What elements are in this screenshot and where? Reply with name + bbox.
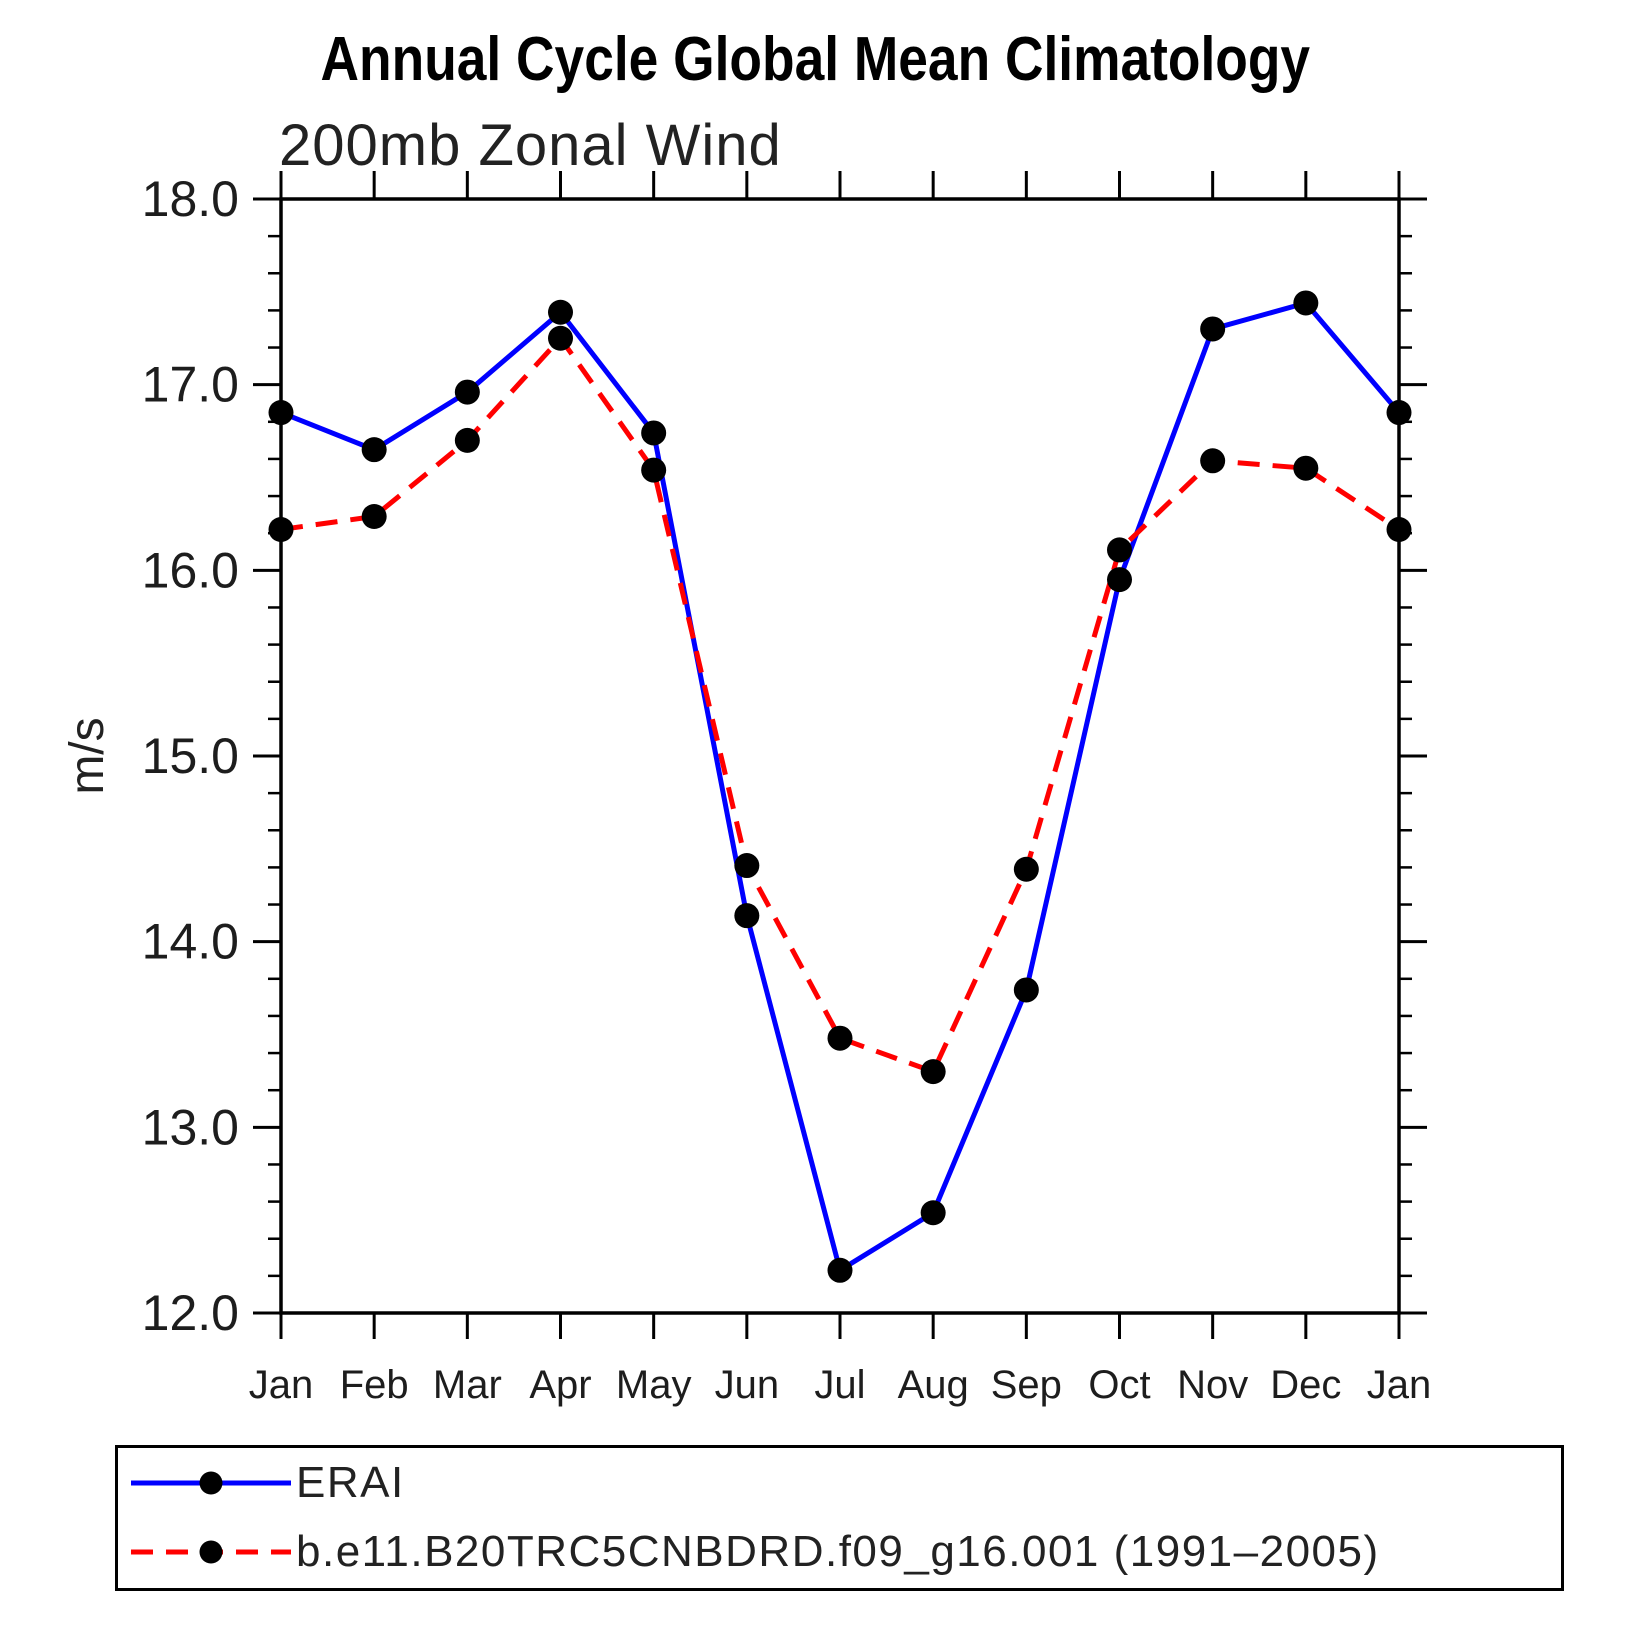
data-point-marker-1 <box>268 516 294 542</box>
data-point-marker-1 <box>1107 537 1132 563</box>
y-tick-label: 13.0 <box>142 1099 239 1155</box>
data-point-marker-0 <box>641 420 667 446</box>
x-tick-label: Apr <box>529 1363 591 1407</box>
y-tick-label: 17.0 <box>142 357 239 413</box>
legend-label-erai: ERAI <box>296 1458 405 1507</box>
data-point-marker-0 <box>548 299 573 325</box>
legend-entry-model: b.e11.B20TRC5CNBDRD.f09_g16.001 (1991–20… <box>124 1527 1380 1576</box>
data-point-marker-0 <box>1200 316 1226 342</box>
x-tick-label: Feb <box>340 1363 409 1407</box>
data-point-marker-0 <box>454 379 480 405</box>
y-tick-label: 18.0 <box>142 171 239 227</box>
chart-title: Annual Cycle Global Mean Climatology <box>0 25 1630 94</box>
data-point-marker-0 <box>920 1200 946 1226</box>
data-point-marker-0 <box>268 400 294 426</box>
data-point-marker-1 <box>641 457 667 483</box>
data-point-marker-0 <box>1107 567 1132 593</box>
data-point-marker-0 <box>1293 290 1319 316</box>
y-tick-label: 16.0 <box>142 542 239 598</box>
data-point-marker-0 <box>827 1257 853 1283</box>
data-point-marker-1 <box>827 1025 853 1051</box>
legend-marker-1 <box>199 1540 223 1564</box>
data-point-marker-1 <box>734 853 760 879</box>
x-tick-label: May <box>616 1363 692 1407</box>
chart-title-text: Annual Cycle Global Mean Climatology <box>320 25 1310 94</box>
data-point-marker-1 <box>1293 455 1319 481</box>
x-tick-label: Oct <box>1088 1363 1150 1407</box>
legend-swatch-model-line-icon <box>131 1540 291 1564</box>
plot-area: 12.0 13.0 14.0 15.0 16.0 17.0 18.0 Jan Feb Mar Apr… <box>142 171 1432 1407</box>
y-tick-label: 12.0 <box>142 1285 239 1341</box>
data-point-marker-0 <box>1386 400 1412 426</box>
x-tick-label: Mar <box>433 1363 502 1407</box>
data-point-marker-1 <box>1013 856 1039 882</box>
y-tick-label: 15.0 <box>142 728 239 784</box>
x-tick-label: Dec <box>1270 1363 1341 1407</box>
series-line-1 <box>280 335 1401 1075</box>
x-tick-label: Aug <box>898 1363 969 1407</box>
data-point-marker-1 <box>1200 448 1226 474</box>
data-point-marker-1 <box>1386 516 1412 542</box>
x-tick-label: Jan <box>249 1363 314 1407</box>
x-tick-label: Nov <box>1177 1363 1248 1407</box>
legend-label-model: b.e11.B20TRC5CNBDRD.f09_g16.001 (1991–20… <box>296 1527 1380 1576</box>
plot-border <box>279 197 1401 1315</box>
data-point-marker-0 <box>1013 977 1039 1003</box>
y-tick-label: 14.0 <box>142 914 239 970</box>
x-tick-label: Jan <box>1367 1363 1432 1407</box>
series-line-0 <box>280 300 1401 1273</box>
x-tick-label: Jun <box>715 1363 780 1407</box>
x-tick-label: Jul <box>814 1363 865 1407</box>
data-point-marker-1 <box>454 427 480 453</box>
data-point-marker-1 <box>548 325 573 351</box>
data-point-marker-1 <box>920 1059 946 1085</box>
legend-marker-0 <box>199 1471 223 1495</box>
legend-entry-erai: ERAI <box>124 1458 405 1507</box>
data-point-marker-0 <box>361 437 387 463</box>
data-point-marker-0 <box>734 903 760 929</box>
legend-box: ERAI b.e11.B20TRC5CNBDRD.f09_g16.001 (19… <box>115 1445 1564 1591</box>
data-point-marker-1 <box>361 503 387 529</box>
legend-swatch-erai-line-icon <box>131 1471 291 1495</box>
x-tick-label: Sep <box>991 1363 1062 1407</box>
chart-subtitle: 200mb Zonal Wind <box>279 113 782 178</box>
